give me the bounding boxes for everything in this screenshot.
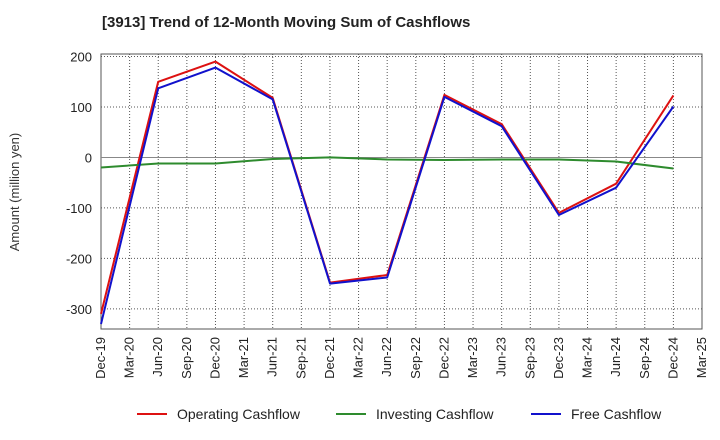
y-axis-label: Amount (million yen) (7, 133, 22, 252)
x-tick-labels: Dec-19 Mar-20 Jun-20 Sep-20 Dec-20 Mar-21 Jun-… (93, 337, 709, 379)
y-tick-label: 200 (70, 50, 92, 65)
plot-area (100, 53, 703, 330)
y-tick-labels: 200 100 0 -100 -200 -300 (66, 50, 92, 317)
x-tick-label: Mar-22 (351, 337, 366, 378)
x-tick-label: Dec-19 (93, 337, 108, 379)
series-line (100, 156, 674, 170)
chart-title: [3913] Trend of 12-Month Moving Sum of C… (102, 14, 471, 31)
x-tick-label: Dec-20 (207, 337, 222, 379)
series-lines (100, 60, 675, 325)
x-tick-label: Dec-21 (322, 337, 337, 379)
x-tick-label: Jun-24 (608, 337, 623, 377)
y-tick-label: -300 (66, 302, 92, 317)
x-tick-label: Mar-21 (236, 337, 251, 378)
x-tick-label: Dec-22 (436, 337, 451, 379)
x-tick-label: Mar-20 (122, 337, 137, 378)
x-tick-label: Dec-24 (665, 337, 680, 379)
legend-label: Operating Cashflow (177, 406, 301, 422)
x-tick-label: Mar-25 (694, 337, 709, 378)
x-tick-label: Jun-22 (379, 337, 394, 377)
y-tick-label: 0 (85, 150, 92, 165)
x-tick-label: Sep-20 (179, 337, 194, 379)
x-tick-label: Jun-23 (494, 337, 509, 377)
x-tick-label: Sep-24 (637, 337, 652, 379)
x-tick-label: Sep-21 (293, 337, 308, 379)
legend-label: Free Cashflow (571, 406, 662, 422)
x-tick-label: Sep-22 (408, 337, 423, 379)
x-tick-label: Jun-21 (265, 337, 280, 377)
y-tick-label: -200 (66, 251, 92, 266)
x-tick-label: Mar-24 (580, 337, 595, 378)
x-tick-label: Dec-23 (551, 337, 566, 379)
legend-label: Investing Cashflow (376, 406, 494, 422)
x-tick-label: Sep-23 (522, 337, 537, 379)
y-tick-label: 100 (70, 100, 92, 115)
x-tick-label: Mar-23 (465, 337, 480, 378)
series-line (100, 66, 675, 325)
legend: Operating Cashflow Investing Cashflow Free… (137, 406, 662, 422)
y-tick-label: -100 (66, 201, 92, 216)
x-tick-label: Jun-20 (150, 337, 165, 377)
